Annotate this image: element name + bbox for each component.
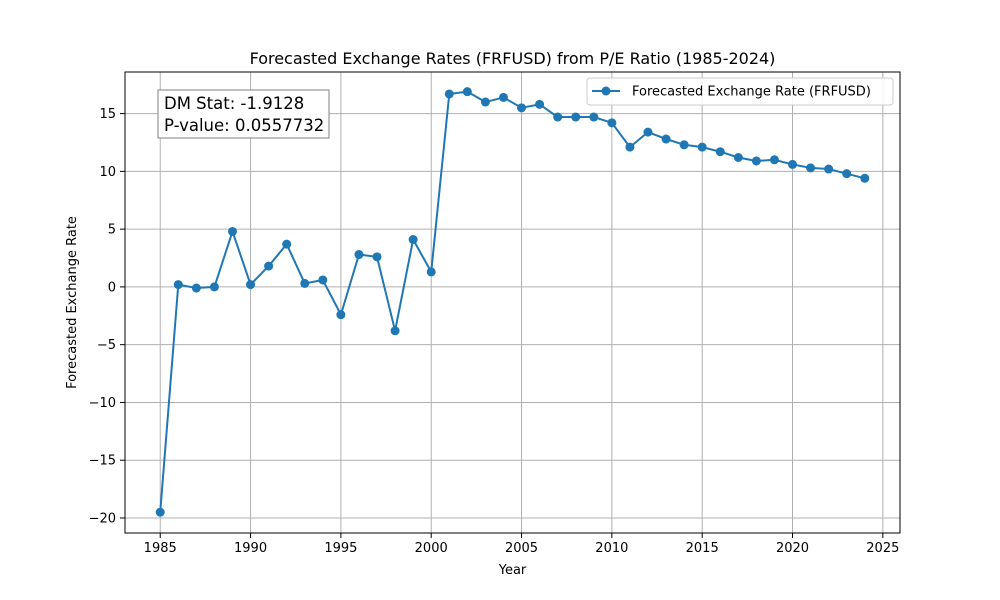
legend-frame (586, 77, 894, 106)
data-point-2019 (769, 155, 779, 165)
y-axis-label: Forecasted Exchange Rate (65, 216, 80, 389)
y-tick-label--10: −10 (89, 396, 116, 411)
p-value-text: P-value: 0.0557732 (164, 116, 324, 135)
x-tick-label-2005: 2005 (505, 541, 538, 556)
y-axis: −20 −15 −10 −5 0 5 10 15 (89, 107, 125, 526)
legend-marker-swatch (601, 86, 611, 96)
data-point-1997 (372, 252, 382, 262)
data-point-2018 (751, 156, 761, 166)
data-point-2023 (842, 169, 852, 179)
data-point-2015 (697, 142, 707, 152)
data-point-2010 (607, 118, 617, 128)
data-point-2013 (661, 134, 671, 144)
grid (125, 72, 900, 533)
x-tick-label-1990: 1990 (234, 541, 267, 556)
data-point-2011 (625, 142, 635, 152)
data-point-2006 (535, 99, 545, 109)
data-point-1996 (354, 250, 364, 260)
y-tick-label-15: 15 (99, 107, 116, 122)
data-point-1989 (227, 226, 237, 236)
data-point-2008 (571, 112, 581, 122)
x-tick-label-2010: 2010 (595, 541, 628, 556)
data-point-2004 (498, 92, 508, 102)
x-tick-label-1985: 1985 (144, 541, 177, 556)
x-tick-label-2015: 2015 (686, 541, 719, 556)
data-point-2016 (715, 147, 725, 157)
data-point-1992 (282, 239, 292, 249)
stats-box-frame (157, 89, 330, 139)
data-point-2012 (643, 127, 653, 137)
data-point-2005 (517, 103, 527, 113)
series-line-0 (159, 90, 866, 513)
x-axis: 1985 1990 1995 2000 2005 2010 2015 2020 2025 (144, 533, 899, 556)
data-point-2002 (462, 87, 472, 97)
x-axis-label: Year (498, 563, 527, 578)
chart-title: Forecasted Exchange Rates (FRFUSD) from … (250, 49, 776, 68)
data-point-1988 (209, 282, 219, 292)
x-tick-label-2020: 2020 (776, 541, 809, 556)
data-point-1993 (300, 278, 310, 288)
series-layer (155, 87, 870, 517)
data-point-2003 (480, 97, 490, 107)
y-tick-label--15: −15 (89, 454, 116, 469)
data-point-1985 (155, 507, 165, 517)
data-point-2014 (679, 140, 689, 150)
y-tick-label-5: 5 (108, 223, 116, 238)
data-point-2017 (733, 152, 743, 162)
data-point-1987 (191, 283, 201, 293)
data-point-2021 (806, 163, 816, 173)
data-point-2000 (426, 267, 436, 277)
data-point-2007 (553, 112, 563, 122)
stats-annotation-box: DM Stat: -1.9128 P-value: 0.0557732 (157, 89, 330, 139)
x-tick-label-2025: 2025 (866, 541, 899, 556)
data-point-1999 (408, 235, 418, 245)
data-point-1991 (264, 261, 274, 271)
data-point-1990 (246, 280, 256, 290)
y-tick-label-10: 10 (99, 165, 116, 180)
data-point-1994 (318, 275, 328, 285)
y-tick-label--20: −20 (89, 511, 116, 526)
data-point-2009 (589, 112, 599, 122)
y-tick-label--5: −5 (97, 338, 116, 353)
data-point-2024 (860, 173, 870, 183)
y-tick-label-0: 0 (108, 280, 116, 295)
legend: Forecasted Exchange Rate (FRFUSD) (586, 77, 894, 106)
data-point-2022 (824, 164, 834, 174)
data-point-2001 (444, 89, 454, 99)
legend-label: Forecasted Exchange Rate (FRFUSD) (632, 85, 871, 100)
data-point-2020 (788, 159, 798, 169)
dm-stat-text: DM Stat: -1.9128 (164, 94, 304, 113)
data-point-1998 (390, 326, 400, 336)
x-tick-label-2000: 2000 (415, 541, 448, 556)
x-tick-label-1995: 1995 (324, 541, 357, 556)
data-point-1986 (173, 280, 183, 290)
data-point-1995 (336, 310, 346, 320)
plot-area-frame (124, 71, 901, 534)
